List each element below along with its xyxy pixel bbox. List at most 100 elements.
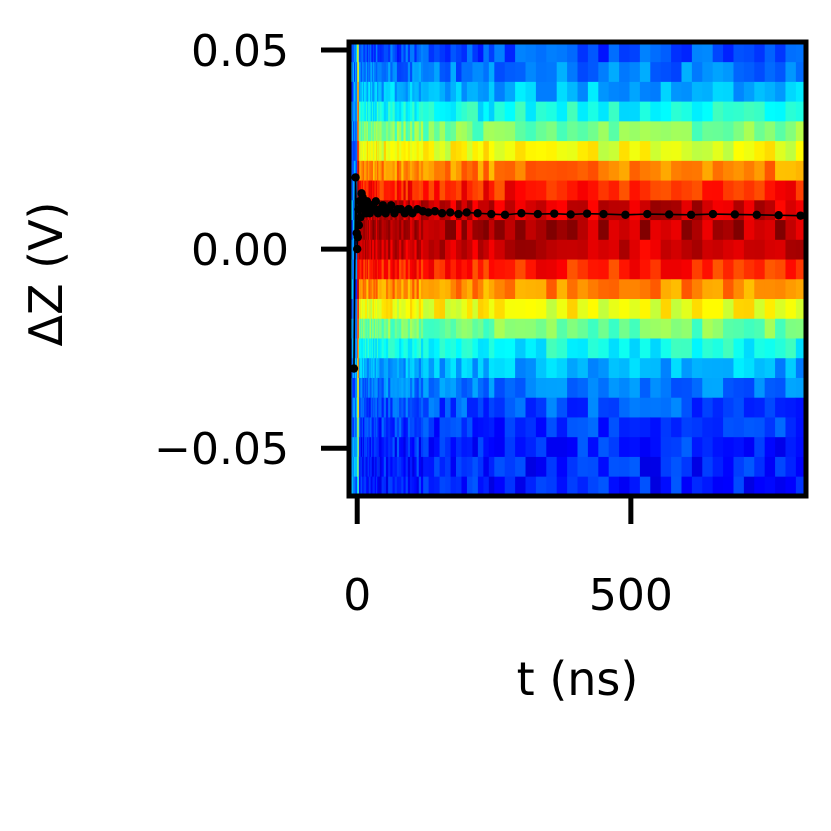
heatmap-cell (376, 81, 379, 102)
heatmap-cell (399, 417, 402, 438)
heatmap-cell (362, 259, 365, 280)
heatmap-cell (360, 219, 362, 240)
heatmap-cell (378, 140, 380, 161)
heatmap-cell (743, 61, 755, 82)
heatmap-cell (577, 199, 589, 221)
heatmap-cell (414, 298, 417, 319)
heatmap-cell (466, 120, 473, 142)
heatmap-cell (494, 298, 506, 319)
heatmap-cell (392, 42, 396, 63)
heatmap-cell (712, 239, 724, 260)
heatmap-cell (357, 397, 359, 418)
heatmap-cell (371, 120, 374, 142)
heatmap-cell (723, 397, 734, 418)
heatmap-cell (639, 318, 651, 339)
heatmap-cell (525, 101, 537, 122)
heatmap-cell (359, 397, 361, 418)
heatmap-cell (385, 417, 389, 438)
heatmap-cell (410, 120, 413, 142)
heatmap-cell (483, 239, 490, 260)
heatmap-cell (416, 338, 420, 359)
heatmap-cell (362, 120, 364, 142)
heatmap-cell (377, 120, 379, 142)
heatmap-cell (450, 417, 457, 438)
heatmap-cell (619, 298, 630, 319)
heatmap-cell (364, 357, 366, 378)
heatmap-cell (356, 180, 358, 201)
heatmap-cell (629, 120, 641, 142)
heatmap-cell (418, 456, 422, 477)
heatmap-cell (364, 456, 366, 477)
heatmap-cell (381, 140, 385, 161)
heatmap-cell (414, 318, 417, 339)
heatmap-cell (369, 377, 371, 398)
heatmap-cell (367, 456, 369, 477)
heatmap-cell (365, 219, 367, 240)
heatmap-cell (483, 278, 490, 300)
heatmap-cell (494, 180, 506, 201)
heatmap-cell (366, 42, 368, 63)
heatmap-cell (428, 120, 435, 142)
heatmap-cell (754, 397, 766, 418)
heatmap-cell (472, 42, 479, 63)
heatmap-cell (376, 61, 379, 82)
heatmap-cell (775, 397, 786, 418)
heatmap-cell (723, 219, 734, 240)
heatmap-cell (352, 259, 354, 280)
heatmap-cell (367, 397, 369, 418)
heatmap-cell (373, 61, 375, 82)
heatmap-cell (401, 42, 404, 63)
heatmap-cell (785, 456, 797, 477)
heatmap-cell (577, 42, 589, 63)
heatmap-cell (598, 397, 610, 418)
heatmap-cell (383, 436, 387, 457)
heatmap-cell (372, 160, 375, 181)
heatmap-cell (598, 436, 610, 457)
heatmap-cell (367, 61, 370, 82)
heatmap-cell (598, 81, 610, 102)
heatmap-cell (754, 338, 766, 359)
heatmap-cell (412, 377, 415, 398)
heatmap-cell (598, 278, 610, 300)
heatmap-cell (378, 160, 380, 181)
heatmap-cell (376, 298, 379, 319)
heatmap-cell (639, 160, 651, 181)
data-point (566, 210, 575, 219)
heatmap-cell (372, 259, 375, 280)
heatmap-cell (370, 377, 372, 398)
heatmap-cell (416, 456, 420, 477)
heatmap-cell (374, 42, 376, 63)
heatmap-cell (371, 298, 374, 319)
data-point (550, 209, 559, 218)
heatmap-cell (466, 278, 473, 300)
heatmap-cell (355, 42, 357, 63)
heatmap-cell (372, 140, 375, 161)
heatmap-cell (712, 476, 724, 497)
heatmap-cell (374, 160, 376, 181)
heatmap-cell (439, 81, 446, 102)
heatmap-cell (629, 338, 641, 359)
heatmap-cell (416, 160, 420, 181)
heatmap-cell (472, 377, 479, 398)
heatmap-cell (414, 259, 417, 280)
heatmap-cell (352, 298, 354, 319)
heatmap-cell (377, 357, 379, 378)
heatmap-cell (388, 338, 391, 359)
heatmap-cell (691, 42, 703, 63)
heatmap-cell (445, 476, 451, 497)
heatmap-cell (373, 476, 375, 497)
heatmap-cell (371, 436, 373, 457)
heatmap-cell (352, 160, 354, 181)
heatmap-cell (423, 298, 430, 319)
heatmap-cell (639, 61, 651, 82)
heatmap-cell (367, 298, 370, 319)
heatmap-cell (376, 318, 378, 339)
heatmap-cell (381, 180, 385, 201)
heatmap-cell (445, 436, 451, 457)
heatmap-cell (407, 61, 411, 82)
heatmap-cell (423, 101, 430, 122)
heatmap-cell (376, 476, 379, 497)
heatmap-cell (405, 456, 409, 477)
heatmap-cell (416, 357, 420, 378)
heatmap-cell (504, 338, 516, 359)
